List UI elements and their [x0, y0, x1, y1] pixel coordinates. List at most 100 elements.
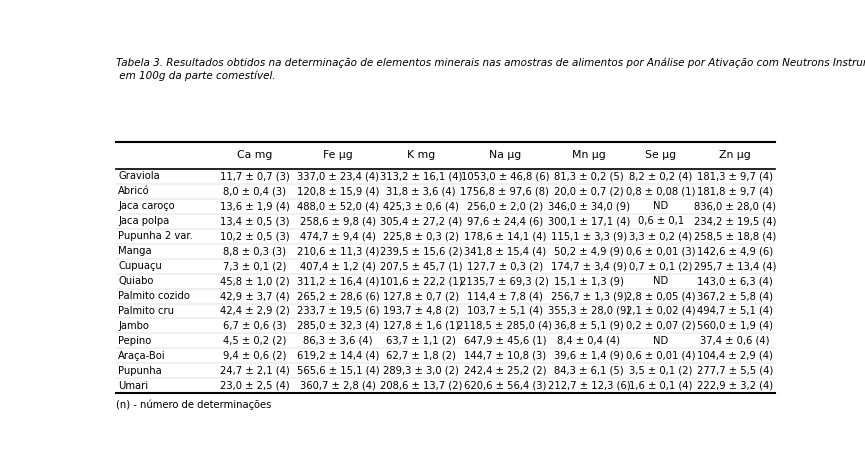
- Text: 222,9 ± 3,2 (4): 222,9 ± 3,2 (4): [697, 381, 773, 391]
- Text: Graviola: Graviola: [119, 171, 160, 181]
- Text: 104,4 ± 2,9 (4): 104,4 ± 2,9 (4): [697, 351, 773, 361]
- Text: 285,0 ± 32,3 (4): 285,0 ± 32,3 (4): [297, 321, 379, 331]
- Text: 23,0 ± 2,5 (4): 23,0 ± 2,5 (4): [220, 381, 290, 391]
- Text: 84,3 ± 6,1 (5): 84,3 ± 6,1 (5): [554, 366, 624, 376]
- Text: 101,6 ± 22,2 (1): 101,6 ± 22,2 (1): [380, 276, 462, 286]
- Text: 8,2 ± 0,2 (4): 8,2 ± 0,2 (4): [629, 171, 692, 181]
- Text: 620,6 ± 56,4 (3): 620,6 ± 56,4 (3): [464, 381, 546, 391]
- Text: 565,6 ± 15,1 (4): 565,6 ± 15,1 (4): [297, 366, 379, 376]
- Text: 45,8 ± 1,0 (2): 45,8 ± 1,0 (2): [220, 276, 290, 286]
- Text: 2,1 ± 0,02 (4): 2,1 ± 0,02 (4): [626, 306, 695, 316]
- Text: 233,7 ± 19,5 (6): 233,7 ± 19,5 (6): [297, 306, 379, 316]
- Text: 494,7 ± 5,1 (4): 494,7 ± 5,1 (4): [697, 306, 773, 316]
- Text: 7,3 ± 0,1 (2): 7,3 ± 0,1 (2): [223, 261, 286, 271]
- Text: 127,7 ± 0,3 (2): 127,7 ± 0,3 (2): [467, 261, 543, 271]
- Text: 114,4 ± 7,8 (4): 114,4 ± 7,8 (4): [467, 291, 543, 301]
- Text: Cupuaçu: Cupuaçu: [119, 261, 162, 271]
- Text: 81,3 ± 0,2 (5): 81,3 ± 0,2 (5): [554, 171, 624, 181]
- Text: 9,4 ± 0,6 (2): 9,4 ± 0,6 (2): [223, 351, 286, 361]
- Text: 560,0 ± 1,9 (4): 560,0 ± 1,9 (4): [697, 321, 773, 331]
- Text: ND: ND: [653, 276, 669, 286]
- Text: ND: ND: [653, 336, 669, 346]
- Text: 1,6 ± 0,1 (4): 1,6 ± 0,1 (4): [629, 381, 693, 391]
- Text: Jambo: Jambo: [119, 321, 149, 331]
- Text: 407,4 ± 1,2 (4): 407,4 ± 1,2 (4): [300, 261, 376, 271]
- Text: 341,8 ± 15,4 (4): 341,8 ± 15,4 (4): [464, 246, 546, 256]
- Text: 2118,5 ± 285,0 (4): 2118,5 ± 285,0 (4): [458, 321, 553, 331]
- Text: Umari: Umari: [119, 381, 148, 391]
- Text: 225,8 ± 0,3 (2): 225,8 ± 0,3 (2): [383, 231, 459, 241]
- Text: Quiabo: Quiabo: [119, 276, 154, 286]
- Text: 62,7 ± 1,8 (2): 62,7 ± 1,8 (2): [386, 351, 456, 361]
- Text: 144,7 ± 10,8 (3): 144,7 ± 10,8 (3): [464, 351, 546, 361]
- Text: 24,7 ± 2,1 (4): 24,7 ± 2,1 (4): [220, 366, 290, 376]
- Text: 647,9 ± 45,6 (1): 647,9 ± 45,6 (1): [464, 336, 546, 346]
- Text: 0,6 ± 0,1: 0,6 ± 0,1: [638, 216, 684, 226]
- Text: Pepino: Pepino: [119, 336, 151, 346]
- Text: 103,7 ± 5,1 (4): 103,7 ± 5,1 (4): [467, 306, 543, 316]
- Text: 127,8 ± 1,6 (1): 127,8 ± 1,6 (1): [383, 321, 459, 331]
- Text: 265,2 ± 28,6 (6): 265,2 ± 28,6 (6): [297, 291, 379, 301]
- Text: 619,2 ± 14,4 (4): 619,2 ± 14,4 (4): [297, 351, 379, 361]
- Text: 256,7 ± 1,3 (9): 256,7 ± 1,3 (9): [551, 291, 627, 301]
- Text: 0,2 ± 0,07 (2): 0,2 ± 0,07 (2): [626, 321, 695, 331]
- Text: 313,2 ± 16,1 (4): 313,2 ± 16,1 (4): [380, 171, 462, 181]
- Text: 127,8 ± 0,7 (2): 127,8 ± 0,7 (2): [383, 291, 459, 301]
- Text: 120,8 ± 15,9 (4): 120,8 ± 15,9 (4): [297, 186, 379, 196]
- Text: Palmito cozido: Palmito cozido: [119, 291, 190, 301]
- Text: 346,0 ± 34,0 (9): 346,0 ± 34,0 (9): [548, 201, 630, 211]
- Text: Mn µg: Mn µg: [572, 151, 605, 160]
- Text: 4,5 ± 0,2 (2): 4,5 ± 0,2 (2): [223, 336, 286, 346]
- Text: 31,8 ± 3,6 (4): 31,8 ± 3,6 (4): [386, 186, 456, 196]
- Text: Manga: Manga: [119, 246, 151, 256]
- Text: 289,3 ± 3,0 (2): 289,3 ± 3,0 (2): [383, 366, 458, 376]
- Text: 143,0 ± 6,3 (4): 143,0 ± 6,3 (4): [697, 276, 773, 286]
- Text: 277,7 ± 5,5 (4): 277,7 ± 5,5 (4): [697, 366, 773, 376]
- Text: 142,6 ± 4,9 (6): 142,6 ± 4,9 (6): [697, 246, 773, 256]
- Text: 239,5 ± 15,6 (2): 239,5 ± 15,6 (2): [380, 246, 462, 256]
- Text: Ca mg: Ca mg: [237, 151, 272, 160]
- Text: 242,4 ± 25,2 (2): 242,4 ± 25,2 (2): [464, 366, 546, 376]
- Text: 305,4 ± 27,2 (4): 305,4 ± 27,2 (4): [380, 216, 462, 226]
- Text: 36,8 ± 5,1 (9): 36,8 ± 5,1 (9): [554, 321, 624, 331]
- Text: 8,8 ± 0,3 (3): 8,8 ± 0,3 (3): [223, 246, 286, 256]
- Text: 367,2 ± 5,8 (4): 367,2 ± 5,8 (4): [697, 291, 773, 301]
- Text: (n) - número de determinações: (n) - número de determinações: [116, 400, 272, 410]
- Text: 50,2 ± 4,9 (9): 50,2 ± 4,9 (9): [554, 246, 624, 256]
- Text: 39,6 ± 1,4 (9): 39,6 ± 1,4 (9): [554, 351, 624, 361]
- Text: 3,3 ± 0,2 (4): 3,3 ± 0,2 (4): [629, 231, 692, 241]
- Text: 836,0 ± 28,0 (4): 836,0 ± 28,0 (4): [694, 201, 776, 211]
- Text: 13,4 ± 0,5 (3): 13,4 ± 0,5 (3): [221, 216, 290, 226]
- Text: 212,7 ± 12,3 (6): 212,7 ± 12,3 (6): [548, 381, 631, 391]
- Text: 11,7 ± 0,7 (3): 11,7 ± 0,7 (3): [220, 171, 290, 181]
- Text: Pupunha 2 var.: Pupunha 2 var.: [119, 231, 193, 241]
- Text: 37,4 ± 0,6 (4): 37,4 ± 0,6 (4): [701, 336, 770, 346]
- Text: Araça-Boi: Araça-Boi: [119, 351, 166, 361]
- Text: 2,8 ± 0,05 (4): 2,8 ± 0,05 (4): [626, 291, 695, 301]
- Text: Na µg: Na µg: [489, 151, 521, 160]
- Text: 13,6 ± 1,9 (4): 13,6 ± 1,9 (4): [220, 201, 290, 211]
- Text: 3,5 ± 0,1 (2): 3,5 ± 0,1 (2): [629, 366, 693, 376]
- Text: 115,1 ± 3,3 (9): 115,1 ± 3,3 (9): [551, 231, 627, 241]
- Text: 1053,0 ± 46,8 (6): 1053,0 ± 46,8 (6): [461, 171, 549, 181]
- Text: 2135,7 ± 69,3 (2): 2135,7 ± 69,3 (2): [460, 276, 549, 286]
- Text: 86,3 ± 3,6 (4): 86,3 ± 3,6 (4): [303, 336, 373, 346]
- Text: 6,7 ± 0,6 (3): 6,7 ± 0,6 (3): [223, 321, 286, 331]
- Text: 1756,8 ± 97,6 (8): 1756,8 ± 97,6 (8): [460, 186, 549, 196]
- Text: 63,7 ± 1,1 (2): 63,7 ± 1,1 (2): [386, 336, 456, 346]
- Text: 360,7 ± 2,8 (4): 360,7 ± 2,8 (4): [300, 381, 376, 391]
- Text: 8,4 ± 0,4 (4): 8,4 ± 0,4 (4): [557, 336, 620, 346]
- Text: 295,7 ± 13,4 (4): 295,7 ± 13,4 (4): [694, 261, 776, 271]
- Text: 8,0 ± 0,4 (3): 8,0 ± 0,4 (3): [223, 186, 286, 196]
- Text: Tabela 3. Resultados obtidos na determinação de elementos minerais nas amostras : Tabela 3. Resultados obtidos na determin…: [116, 58, 865, 81]
- Text: Se µg: Se µg: [645, 151, 676, 160]
- Text: 337,0 ± 23,4 (4): 337,0 ± 23,4 (4): [297, 171, 379, 181]
- Text: 355,3 ± 28,0 (9): 355,3 ± 28,0 (9): [548, 306, 630, 316]
- Text: Fe µg: Fe µg: [323, 151, 353, 160]
- Text: Jaca caroço: Jaca caroço: [119, 201, 175, 211]
- Text: Zn µg: Zn µg: [719, 151, 751, 160]
- Text: Abricó: Abricó: [119, 186, 150, 196]
- Text: 42,4 ± 2,9 (2): 42,4 ± 2,9 (2): [220, 306, 290, 316]
- Text: 234,2 ± 19,5 (4): 234,2 ± 19,5 (4): [694, 216, 776, 226]
- Text: 0,7 ± 0,1 (2): 0,7 ± 0,1 (2): [629, 261, 693, 271]
